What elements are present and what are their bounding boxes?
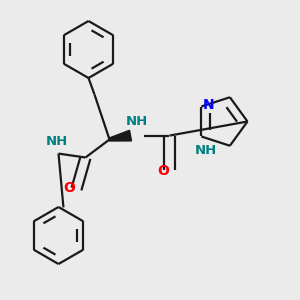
- Text: NH: NH: [195, 144, 217, 157]
- Polygon shape: [109, 130, 131, 141]
- Text: NH: NH: [125, 115, 148, 128]
- Text: NH: NH: [46, 135, 68, 148]
- Text: N: N: [203, 98, 215, 112]
- Text: O: O: [158, 164, 169, 178]
- Text: O: O: [63, 181, 75, 194]
